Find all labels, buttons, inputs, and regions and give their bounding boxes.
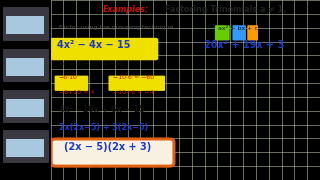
FancyBboxPatch shape: [6, 58, 44, 76]
Text: −6+10 = 4: −6+10 = 4: [59, 90, 94, 95]
FancyBboxPatch shape: [6, 16, 44, 34]
Text: 20x² + 19x + 3: 20x² + 19x + 3: [204, 40, 284, 51]
FancyBboxPatch shape: [3, 130, 48, 162]
FancyBboxPatch shape: [3, 49, 48, 81]
Text: −10+6 = −4: −10+6 = −4: [113, 90, 153, 95]
FancyBboxPatch shape: [247, 25, 258, 40]
Text: (2x − 5)(2x + 3): (2x − 5)(2x + 3): [64, 142, 151, 152]
FancyBboxPatch shape: [55, 76, 88, 91]
FancyBboxPatch shape: [6, 99, 44, 117]
FancyBboxPatch shape: [3, 90, 48, 122]
Text: −6·10: −6·10: [59, 75, 77, 80]
Text: 4x² −10x + 6x − 15: 4x² −10x + 6x − 15: [59, 105, 145, 114]
FancyBboxPatch shape: [3, 7, 48, 40]
Text: −10·6 = −60: −10·6 = −60: [113, 75, 154, 80]
Text: Factoring Trinomials a ≠ 1.: Factoring Trinomials a ≠ 1.: [165, 5, 286, 14]
Text: 2x(2x−5) + 3(2x−5): 2x(2x−5) + 3(2x−5): [59, 123, 148, 132]
FancyBboxPatch shape: [51, 38, 158, 60]
FancyBboxPatch shape: [51, 139, 174, 166]
Text: ax² + bx + c: ax² + bx + c: [218, 26, 258, 31]
Text: 4x² − 4x − 15: 4x² − 4x − 15: [57, 40, 131, 51]
Text: Examples:: Examples:: [103, 5, 149, 14]
FancyBboxPatch shape: [108, 76, 165, 91]
FancyBboxPatch shape: [6, 139, 44, 157]
FancyBboxPatch shape: [232, 25, 246, 40]
Text: Factor using the grouping technique: Factor using the grouping technique: [59, 25, 177, 30]
Text: ac = 4(−15) = −60: ac = 4(−15) = −60: [59, 60, 123, 67]
FancyBboxPatch shape: [215, 25, 230, 40]
